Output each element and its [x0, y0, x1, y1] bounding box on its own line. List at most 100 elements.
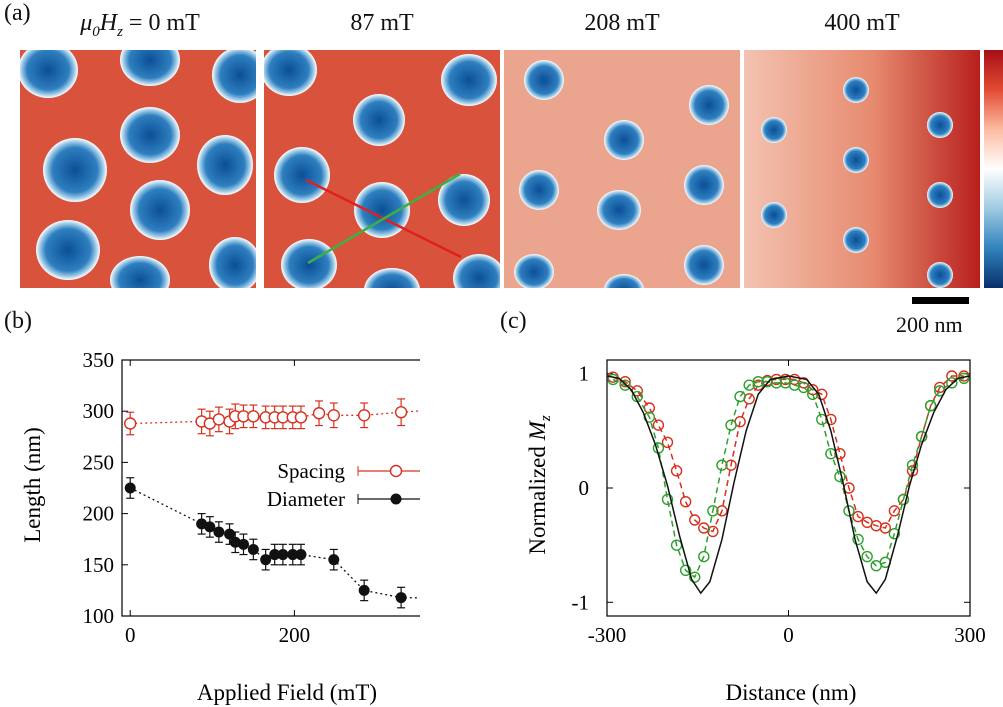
- chart-c-point: [689, 571, 701, 583]
- field-label-value-0: 0 mT: [148, 10, 200, 36]
- chart-c-point: [852, 510, 864, 523]
- chart-b-legend-marker: [389, 464, 403, 478]
- chart-c-point: [761, 376, 774, 388]
- chart-b-xtick-label: 0: [125, 623, 136, 647]
- chart-b-frame: [121, 359, 420, 617]
- chart-c-point: [816, 388, 828, 400]
- chart-b-point: [395, 592, 407, 604]
- chart-b-point: [358, 584, 370, 596]
- chart-c-xlabel: Distance (nm): [726, 680, 857, 705]
- panel-label-c: (c): [500, 308, 527, 334]
- chart-c-point: [879, 522, 891, 534]
- chart-b-point: [204, 521, 216, 533]
- chart-b-legend-label-1: Diameter: [267, 487, 345, 511]
- map-1-svg: [264, 50, 500, 288]
- chart-b-point: [357, 409, 371, 422]
- colorbar: [984, 50, 1003, 288]
- chart-b-point: [394, 406, 408, 419]
- chart-c-point: [707, 525, 719, 538]
- chart-c-point: [619, 376, 631, 388]
- chart-b-point: [212, 413, 226, 426]
- chart-c-point: [852, 533, 864, 546]
- chart-b-point: [224, 528, 236, 540]
- chart-c-point: [725, 459, 737, 471]
- chart-c-xtick-label: -300: [588, 623, 627, 647]
- chart-c-point: [670, 465, 683, 477]
- chart-b-point: [124, 482, 136, 494]
- chart-b-legend-label-0: Spacing: [277, 459, 345, 483]
- chart-b: Length (nm) Applied Field (mT) 100 150 200…: [20, 348, 420, 705]
- chart-b-ytick-label: 150: [83, 553, 115, 577]
- chart-b-ylabel: Length (nm): [20, 427, 45, 543]
- chart-c-point: [716, 459, 728, 471]
- chart-c-point: [652, 419, 665, 431]
- chart-c-point: [661, 436, 674, 448]
- magnetization-map-0mT: [20, 50, 256, 288]
- chart-c-point: [915, 430, 928, 443]
- magnetization-map-400mT: [744, 50, 980, 288]
- chart-b-point: [277, 549, 289, 561]
- chart-c-series-line-2: [606, 375, 971, 595]
- chart-b-point: [213, 526, 225, 538]
- chart-b-xtick-label: 200: [279, 623, 311, 647]
- chart-b-point: [247, 410, 260, 423]
- chart-c-point: [888, 505, 901, 517]
- chart-c-point: [698, 550, 710, 563]
- chart-c-point: [716, 505, 728, 517]
- chart-c-point: [689, 514, 701, 526]
- chart-b-ytick-label: 200: [83, 502, 115, 526]
- chart-c-point: [861, 550, 873, 563]
- field-label-0: μ0Hz = 0 mT: [80, 10, 200, 40]
- chart-c: Normalized Mz Distance (nm) -1 0 1 -300 0 300: [525, 359, 986, 705]
- chart-c-point: [679, 496, 692, 508]
- chart-b-legend-marker: [390, 493, 402, 505]
- chart-b-point: [294, 411, 308, 424]
- magnetization-map-87mT: [264, 50, 500, 288]
- chart-c-point: [607, 373, 619, 386]
- chart-c-point: [752, 376, 764, 388]
- chart-c-point: [807, 388, 819, 400]
- chart-c-point: [661, 493, 674, 506]
- scale-bar-label: 200 nm: [896, 312, 963, 337]
- chart-c-ylabel: Normalized Mz: [525, 415, 554, 555]
- chart-b-point: [229, 536, 241, 548]
- chart-b-point: [295, 549, 307, 561]
- chart-c-point: [834, 470, 846, 483]
- chart-b-ytick-label: 250: [83, 450, 115, 474]
- chart-c-ytick-label: 0: [579, 476, 590, 500]
- map-0-svg: [20, 50, 256, 288]
- scale-bar: [912, 297, 969, 304]
- map-2-svg: [504, 50, 740, 288]
- chart-c-point: [897, 493, 910, 506]
- chart-b-point: [327, 409, 340, 422]
- chart-c-point: [906, 459, 919, 471]
- chart-c-point: [734, 390, 746, 403]
- chart-c-point: [707, 505, 719, 517]
- map-3-svg: [744, 50, 980, 288]
- chart-b-point: [328, 554, 340, 566]
- chart-c-xtick-label: 0: [783, 623, 794, 647]
- chart-c-point: [924, 400, 937, 412]
- chart-c-point: [679, 564, 692, 576]
- chart-c-frame: [606, 359, 971, 617]
- chart-b-point: [312, 407, 326, 420]
- chart-b-point: [269, 549, 281, 561]
- chart-b-point: [287, 549, 299, 561]
- panel-label-a: (a): [4, 0, 31, 26]
- chart-c-point: [888, 528, 901, 540]
- chart-c-point: [797, 381, 810, 394]
- panel-label-b: (b): [4, 308, 32, 334]
- chart-c-point: [725, 419, 737, 431]
- magnetization-map-208mT: [504, 50, 740, 288]
- chart-b-ytick-label: 300: [83, 399, 115, 423]
- chart-c-ytick-label: -1: [572, 590, 590, 614]
- chart-c-point: [619, 379, 631, 391]
- chart-c-point: [843, 505, 855, 517]
- chart-b-point: [260, 554, 272, 566]
- field-label-3: 400 mT: [824, 10, 900, 36]
- chart-b-point: [247, 543, 259, 555]
- chart-b-ytick-label: 100: [83, 604, 115, 628]
- field-label-2: 208 mT: [584, 10, 660, 36]
- chart-c-xtick-label: 300: [954, 623, 986, 647]
- chart-b-ytick-label: 350: [83, 348, 115, 372]
